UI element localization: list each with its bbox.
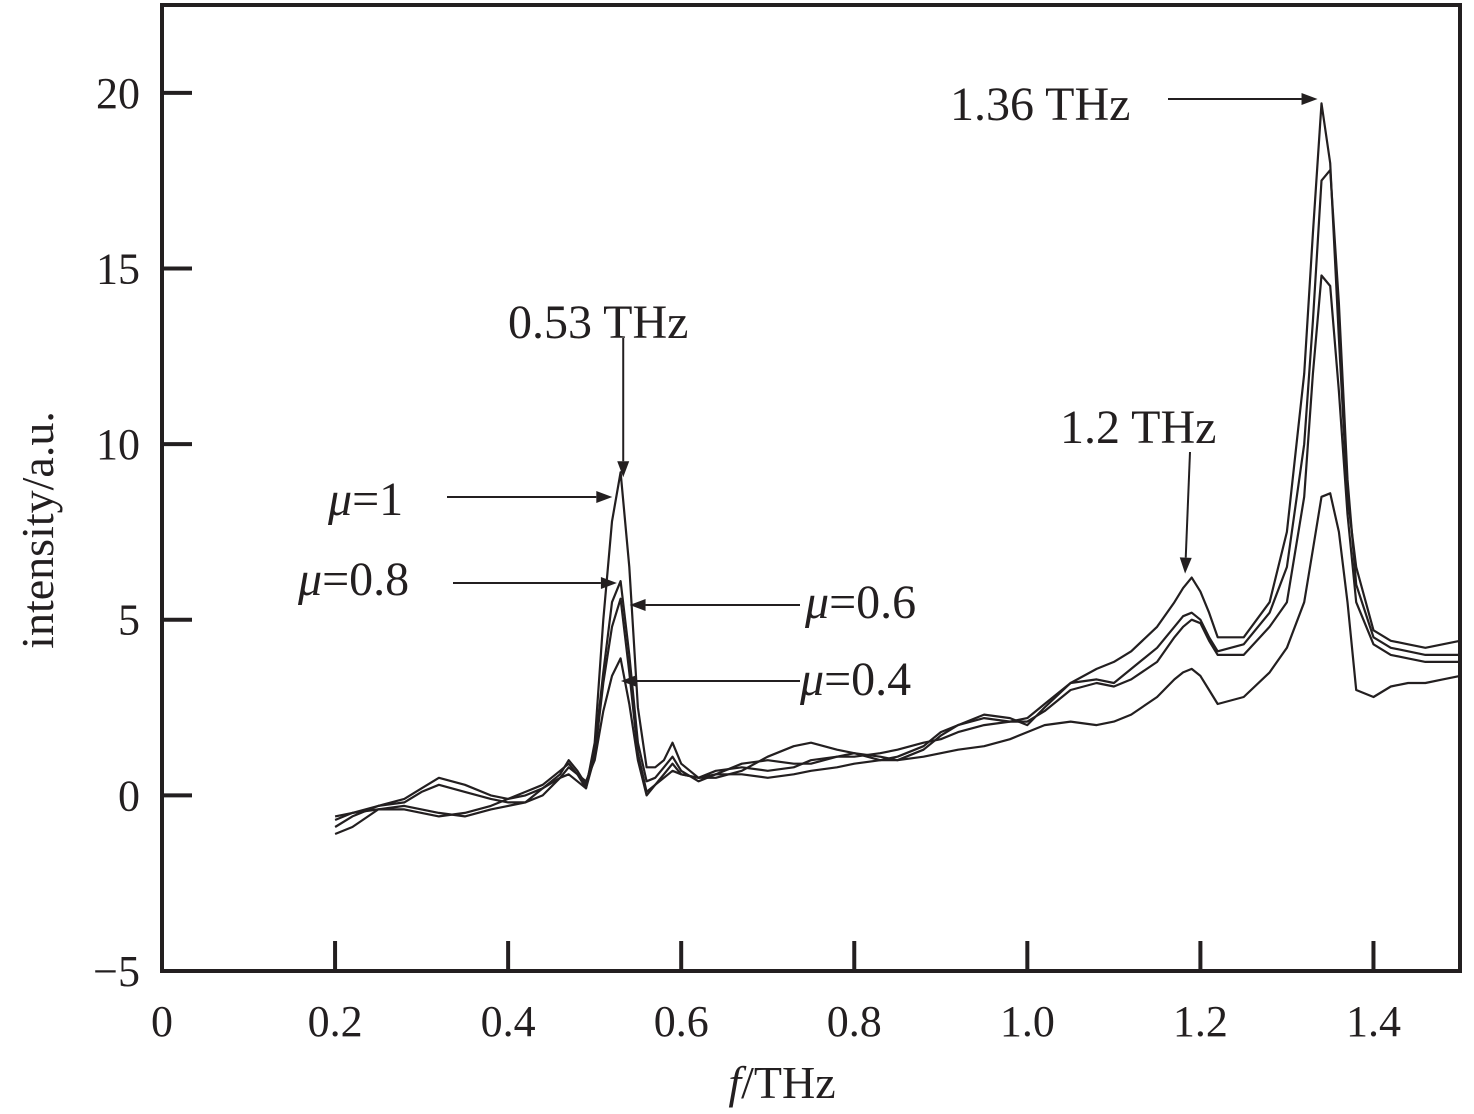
series-label-mu-0-6: μ=0.6 bbox=[804, 576, 916, 629]
y-tick-label: 5 bbox=[118, 596, 140, 645]
y-tick-label: −5 bbox=[93, 947, 140, 996]
peak-arrow-1-36 bbox=[1168, 93, 1318, 105]
series-layer bbox=[334, 102, 1461, 836]
peak-arrow-0-53-head bbox=[617, 461, 630, 478]
x-axis-label: f/THz bbox=[728, 1057, 835, 1108]
series-label-mu-0-4: μ=0.4 bbox=[799, 653, 911, 706]
y-tick-label: 10 bbox=[96, 420, 140, 469]
x-tick-label: 0.4 bbox=[481, 997, 536, 1046]
peak-label-1-36: 1.36 THz bbox=[950, 78, 1130, 131]
series-label-mu-0-4-symbol: μ bbox=[799, 653, 824, 706]
series-arrow-mu-0-6 bbox=[629, 599, 800, 611]
y-tick-label: 15 bbox=[96, 244, 140, 293]
series-label-mu-0-8-value: =0.8 bbox=[322, 553, 409, 606]
series-arrow-mu-0-4 bbox=[620, 675, 800, 687]
peak-label-0-53: 0.53 THz bbox=[508, 296, 688, 349]
y-tick-label: 20 bbox=[96, 69, 140, 118]
x-tick-label: 0.2 bbox=[308, 997, 363, 1046]
x-tick-label: 0.8 bbox=[827, 997, 882, 1046]
series-arrow-mu-1-head bbox=[596, 491, 613, 503]
series-label-mu-1-value: =1 bbox=[352, 473, 403, 526]
series-arrow-mu-0-8 bbox=[453, 577, 617, 589]
series-arrow-mu-0-8-head bbox=[600, 577, 617, 589]
peak-arrow-1-2-shaft bbox=[1184, 451, 1191, 558]
x-tick-label: 0 bbox=[151, 997, 173, 1046]
x-tick-label: 1.0 bbox=[1000, 997, 1055, 1046]
x-tick-label: 1.2 bbox=[1173, 997, 1228, 1046]
series-arrow-mu-1 bbox=[447, 491, 613, 503]
x-tick-label: 1.4 bbox=[1346, 997, 1401, 1046]
series-label-mu-1-symbol: μ bbox=[327, 473, 352, 526]
series-label-mu-0-6-symbol: μ bbox=[804, 576, 829, 629]
plot-frame bbox=[160, 3, 1462, 973]
x-tick-label: 0.6 bbox=[654, 997, 709, 1046]
y-tick-label: 0 bbox=[118, 771, 140, 820]
peak-arrow-0-53 bbox=[617, 338, 630, 478]
y-axis-label: intensity/a.u. bbox=[12, 411, 63, 649]
series-line-mu-0-6 bbox=[334, 274, 1460, 822]
peak-arrow-1-2 bbox=[1179, 451, 1192, 574]
series-label-mu-0-8-symbol: μ bbox=[297, 553, 322, 606]
series-label-mu-1: μ=1 bbox=[327, 473, 403, 526]
series-arrow-mu-0-6-head bbox=[629, 599, 646, 611]
series-label-mu-0-8: μ=0.8 bbox=[297, 553, 409, 606]
series-line-mu-0-4 bbox=[334, 492, 1461, 818]
peak-arrow-1-36-head bbox=[1301, 93, 1318, 105]
series-label-mu-0-4-value: =0.4 bbox=[824, 653, 911, 706]
x-axis-label-unit: /THz bbox=[741, 1057, 836, 1108]
series-label-mu-0-6-value: =0.6 bbox=[829, 576, 916, 629]
peak-arrow-1-2-head bbox=[1179, 557, 1192, 574]
peak-label-1-2: 1.2 THz bbox=[1060, 401, 1216, 454]
series-arrow-mu-0-4-head bbox=[620, 675, 637, 687]
series-line-mu-1 bbox=[334, 102, 1461, 836]
